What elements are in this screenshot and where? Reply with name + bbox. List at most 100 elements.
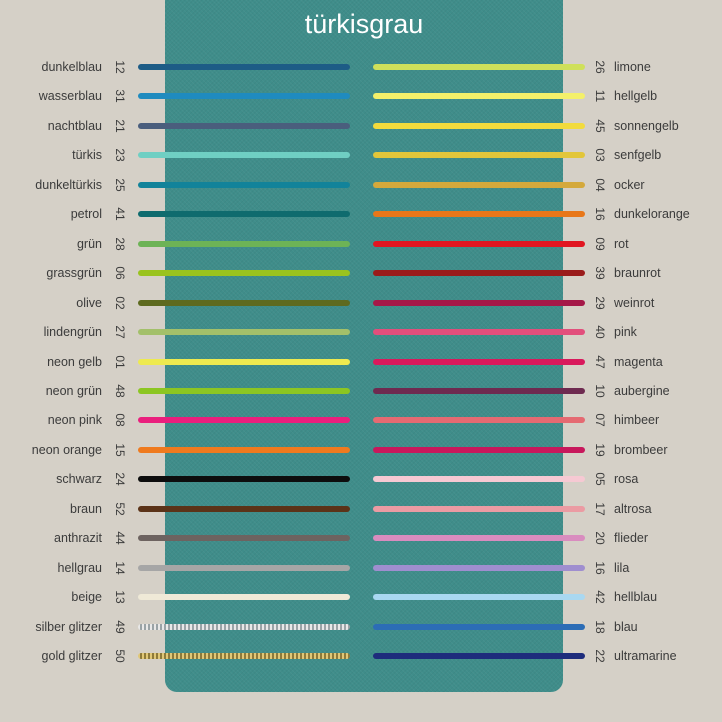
color-name: sonnengelb: [614, 118, 679, 133]
color-name: ultramarine: [614, 649, 677, 663]
color-name: himbeer: [614, 413, 660, 428]
right-color-row: flieder 20: [0, 526, 722, 550]
right-color-row: hellblau 42: [0, 585, 722, 609]
left-color-row: hellgrau 14: [0, 556, 722, 580]
color-name: aubergine: [614, 383, 670, 398]
color-number: 40: [593, 325, 607, 339]
color-name: gold glitzer: [41, 649, 102, 663]
color-name: grassgrün: [46, 266, 102, 281]
color-number: 19: [593, 443, 607, 457]
color-number: 07: [593, 413, 607, 428]
left-color-row: nachtblau 21: [0, 114, 722, 138]
cord-swatch: [373, 387, 585, 394]
color-name: beige: [71, 590, 102, 605]
right-color-row: himbeer 07: [0, 408, 722, 432]
color-name: olive: [76, 295, 102, 310]
right-color-row: ultramarine 22: [0, 644, 722, 668]
cord-swatch: [138, 329, 350, 336]
color-name: braunrot: [614, 266, 661, 281]
cord-swatch: [138, 387, 350, 394]
right-color-row: senfgelb 03: [0, 143, 722, 167]
page-title: türkisgrau: [304, 9, 424, 39]
cord-swatch: [373, 505, 585, 512]
cord-swatch: [138, 152, 350, 159]
cord-swatch: [138, 535, 350, 542]
cord-swatch: [138, 417, 350, 424]
color-name: altrosa: [614, 501, 652, 516]
cord-swatch: [138, 623, 350, 630]
color-name: weinrot: [614, 295, 655, 310]
color-name: ocker: [614, 177, 645, 192]
right-color-row: blau 18: [0, 615, 722, 639]
right-color-row: magenta 47: [0, 350, 722, 374]
cord-swatch: [138, 594, 350, 601]
color-number: 03: [593, 148, 607, 163]
left-color-row: dunkelblau 12: [0, 55, 722, 79]
color-name: dunkeltürkis: [35, 177, 102, 192]
color-name: magenta: [614, 354, 663, 369]
left-color-row: neon gelb 01: [0, 350, 722, 374]
cord-swatch: [373, 358, 585, 365]
left-color-row: silber glitzer 49: [0, 615, 722, 639]
cord-swatch: [373, 535, 585, 542]
right-color-row: dunkelorange 16: [0, 202, 722, 226]
right-color-row: aubergine 10: [0, 379, 722, 403]
cord-swatch: [373, 299, 585, 306]
right-color-row: rot 09: [0, 232, 722, 256]
color-number: 22: [593, 649, 607, 663]
left-color-row: türkis 23: [0, 143, 722, 167]
color-number: 09: [593, 237, 607, 251]
left-color-row: neon pink 08: [0, 408, 722, 432]
color-number: 16: [593, 560, 607, 575]
right-color-row: pink 40: [0, 320, 722, 344]
color-name: rosa: [614, 472, 639, 487]
left-color-row: grün 28: [0, 232, 722, 256]
cord-swatch: [373, 93, 585, 100]
cord-swatch: [138, 299, 350, 306]
color-number: 17: [593, 502, 607, 516]
color-number: 47: [593, 354, 607, 369]
fabric-background: [165, 0, 563, 692]
cord-swatch: [138, 64, 350, 70]
cord-swatch: [373, 122, 585, 129]
color-name: dunkelblau: [41, 60, 102, 74]
cord-swatch: [373, 594, 585, 601]
color-name: nachtblau: [47, 118, 102, 133]
right-color-row: hellgelb 11: [0, 84, 722, 108]
cord-swatch: [373, 152, 585, 159]
color-number: 16: [593, 207, 607, 221]
color-number: 20: [593, 531, 607, 545]
color-name: neon grün: [45, 383, 102, 398]
left-color-row: gold glitzer 50: [0, 644, 722, 668]
color-name: silber glitzer: [35, 619, 102, 634]
color-name: hellgelb: [614, 89, 658, 104]
color-name: lindengrün: [43, 325, 102, 340]
left-color-row: dunkeltürkis 25: [0, 173, 722, 197]
cord-swatch: [138, 358, 350, 365]
right-color-row: sonnengelb 45: [0, 114, 722, 138]
cord-swatch: [373, 476, 585, 483]
left-color-row: lindengrün 27: [0, 320, 722, 344]
color-number: 18: [593, 619, 607, 634]
color-number: 42: [593, 590, 607, 604]
color-name: flieder: [614, 531, 649, 546]
left-color-row: wasserblau 31: [0, 84, 722, 108]
color-name: rot: [614, 236, 629, 251]
cord-swatch: [138, 564, 350, 571]
right-color-row: brombeer 19: [0, 438, 722, 462]
right-color-row: altrosa 17: [0, 497, 722, 521]
color-number: 04: [593, 178, 607, 192]
color-number: 11: [593, 90, 607, 103]
cord-swatch: [138, 240, 350, 247]
cord-swatch: [138, 93, 350, 100]
cord-swatch: [373, 653, 585, 659]
left-color-row: anthrazit 44: [0, 526, 722, 550]
color-number: 05: [593, 472, 607, 486]
cord-swatch: [373, 446, 585, 453]
cord-swatch: [138, 446, 350, 453]
color-name: brombeer: [614, 442, 668, 457]
cord-swatch: [138, 211, 350, 218]
color-number: 39: [593, 266, 607, 280]
right-color-row: weinrot 29: [0, 291, 722, 315]
color-name: dunkelorange: [614, 207, 690, 222]
